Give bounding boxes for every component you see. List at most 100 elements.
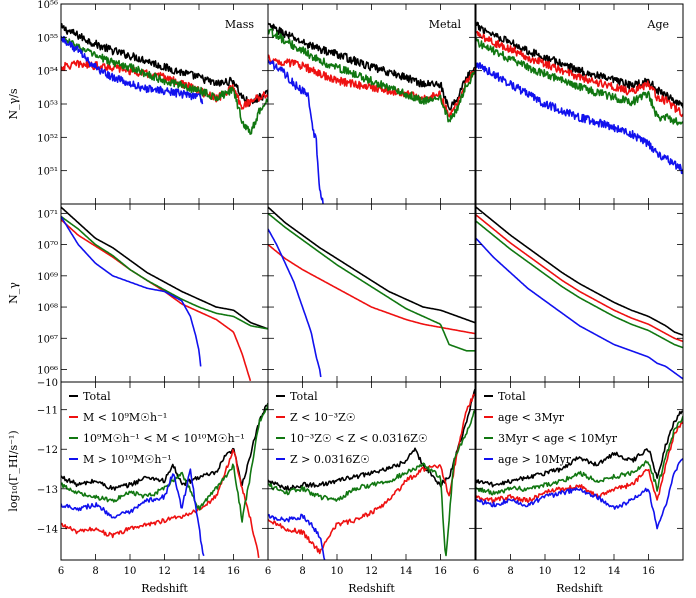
y-tick-label: −13 <box>37 485 58 496</box>
series-line-red <box>268 243 475 335</box>
series-line-blue <box>476 62 683 175</box>
series-line-red <box>476 30 683 118</box>
series-group <box>476 206 683 380</box>
series-line-total <box>476 206 683 336</box>
y-tick-label: 10⁷¹ <box>37 209 58 220</box>
x-axis-label: Redshift <box>141 582 188 595</box>
y-tick-label: 10⁵⁵ <box>37 33 58 44</box>
series-line-green <box>268 212 475 352</box>
y-tick-label: −11 <box>37 406 58 417</box>
series-line-green <box>476 415 683 496</box>
series-line-total <box>476 21 683 109</box>
panel-r0-c2: Age <box>475 3 684 205</box>
legend-label: Total <box>290 390 318 403</box>
series-line-blue <box>268 513 326 560</box>
series-line-blue <box>268 59 324 204</box>
y-tick-label: 10⁶⁶ <box>37 366 58 377</box>
series-group <box>268 22 475 204</box>
y-tick-label: 10⁵² <box>37 133 58 144</box>
series-line-red <box>268 393 475 555</box>
series-line-blue <box>476 458 683 530</box>
series-group <box>61 22 268 135</box>
x-tick-label: 10 <box>124 566 137 577</box>
x-tick-label: 6 <box>58 566 64 577</box>
series-line-blue <box>476 237 683 380</box>
y-tick-label: 10⁶⁹ <box>37 272 58 283</box>
x-axis-label: Redshift <box>556 582 603 595</box>
series-line-total <box>61 402 268 491</box>
panel-r0-c1: Metal <box>267 3 476 205</box>
x-tick-label: 14 <box>608 566 621 577</box>
panel-title: Mass <box>225 18 254 31</box>
y-tick-label: 10⁵¹ <box>37 167 58 178</box>
legend-label: M > 10¹⁰M☉h⁻¹ <box>83 453 172 466</box>
x-tick-label: 16 <box>642 566 655 577</box>
series-line-total <box>61 206 268 330</box>
series-line-green <box>61 403 268 523</box>
series-group <box>476 410 683 530</box>
panel-r2-c2: Total age < 3Myr 3Myr < age < 10Myr age > 1… <box>473 381 684 595</box>
legend-label: 3Myr < age < 10Myr <box>498 432 618 445</box>
y-axis-label: N_γ <box>7 282 20 304</box>
legend-label: 10⁹M☉h⁻¹ < M < 10¹⁰M☉h⁻¹ <box>83 432 245 445</box>
series-group <box>61 402 268 559</box>
series-line-blue <box>268 228 322 378</box>
legend-label: age < 3Myr <box>498 411 565 424</box>
series-line-blue <box>61 35 204 105</box>
legend: Total M < 10⁹M☉h⁻¹ 10⁹M☉h⁻¹ < M < 10¹⁰M☉h⁻… <box>69 390 245 466</box>
x-tick-label: 8 <box>299 566 305 577</box>
series-line-total <box>268 22 475 111</box>
y-tick-label: −12 <box>37 445 58 456</box>
x-tick-label: 10 <box>331 566 344 577</box>
y-tick-label-bottom: −10 <box>37 378 58 389</box>
x-tick-label: 14 <box>400 566 413 577</box>
x-tick-label: 6 <box>473 566 479 577</box>
legend-label: Total <box>498 390 526 403</box>
series-line-red <box>61 219 252 382</box>
legend-label: 10⁻³Z☉ < Z < 0.0316Z☉ <box>290 432 428 445</box>
panel-r2-c1: Total Z < 10⁻³Z☉ 10⁻³Z☉ < Z < 0.0316Z☉ Z > … <box>265 381 476 595</box>
series-line-green <box>268 409 475 557</box>
x-tick-label: 10 <box>539 566 552 577</box>
series-line-green <box>61 36 268 135</box>
panel-title: Age <box>647 18 670 31</box>
x-tick-label: 8 <box>507 566 513 577</box>
panel-r1-c1 <box>267 203 476 383</box>
legend-label: M < 10⁹M☉h⁻¹ <box>83 411 167 424</box>
x-tick-label: 12 <box>365 566 378 577</box>
series-line-total <box>476 410 683 488</box>
y-axis-label: N_γ/s <box>7 88 20 119</box>
series-group <box>61 206 268 382</box>
series-line-red <box>476 421 683 504</box>
x-tick-label: 12 <box>158 566 171 577</box>
panel-r1-c2 <box>475 203 684 383</box>
x-axis-label: Redshift <box>348 582 395 595</box>
y-tick-label: −14 <box>37 524 58 535</box>
legend: Total Z < 10⁻³Z☉ 10⁻³Z☉ < Z < 0.0316Z☉ Z > … <box>276 390 428 466</box>
series-line-total <box>268 206 475 324</box>
panel-frame <box>60 203 269 383</box>
panel-r1-c0: 10⁶⁶ 10⁶⁷ 10⁶⁸ 10⁶⁹ 10⁷⁰ 10⁷¹ −10 <box>37 203 269 389</box>
legend-label: Z < 10⁻³Z☉ <box>290 411 356 424</box>
panel-frame <box>475 203 684 383</box>
panel-title: Metal <box>429 18 462 31</box>
x-tick-label: 8 <box>92 566 98 577</box>
series-line-green <box>61 215 268 330</box>
x-tick-label: 14 <box>193 566 206 577</box>
series-line-red <box>61 448 260 559</box>
x-tick-label: 6 <box>265 566 271 577</box>
series-line-total <box>61 22 268 107</box>
y-tick-label: 10⁷⁰ <box>37 241 58 252</box>
x-tick-label: 16 <box>227 566 240 577</box>
legend-label: Total <box>83 390 111 403</box>
legend: Total age < 3Myr 3Myr < age < 10Myr age > 1… <box>484 390 618 466</box>
series-line-green <box>476 220 683 349</box>
panel-r0-c0: 10⁵¹ 10⁵² 10⁵³ 10⁵⁴ 10⁵⁵ 10⁵⁶ Mass <box>37 0 269 205</box>
series-line-blue <box>61 468 205 557</box>
series-line-green <box>476 38 683 126</box>
y-tick-label: 10⁶⁸ <box>37 303 58 314</box>
y-tick-label: 10⁵⁶ <box>37 0 58 11</box>
legend-label: age > 10Myr <box>498 453 572 466</box>
y-tick-label: 10⁵⁴ <box>37 67 58 78</box>
